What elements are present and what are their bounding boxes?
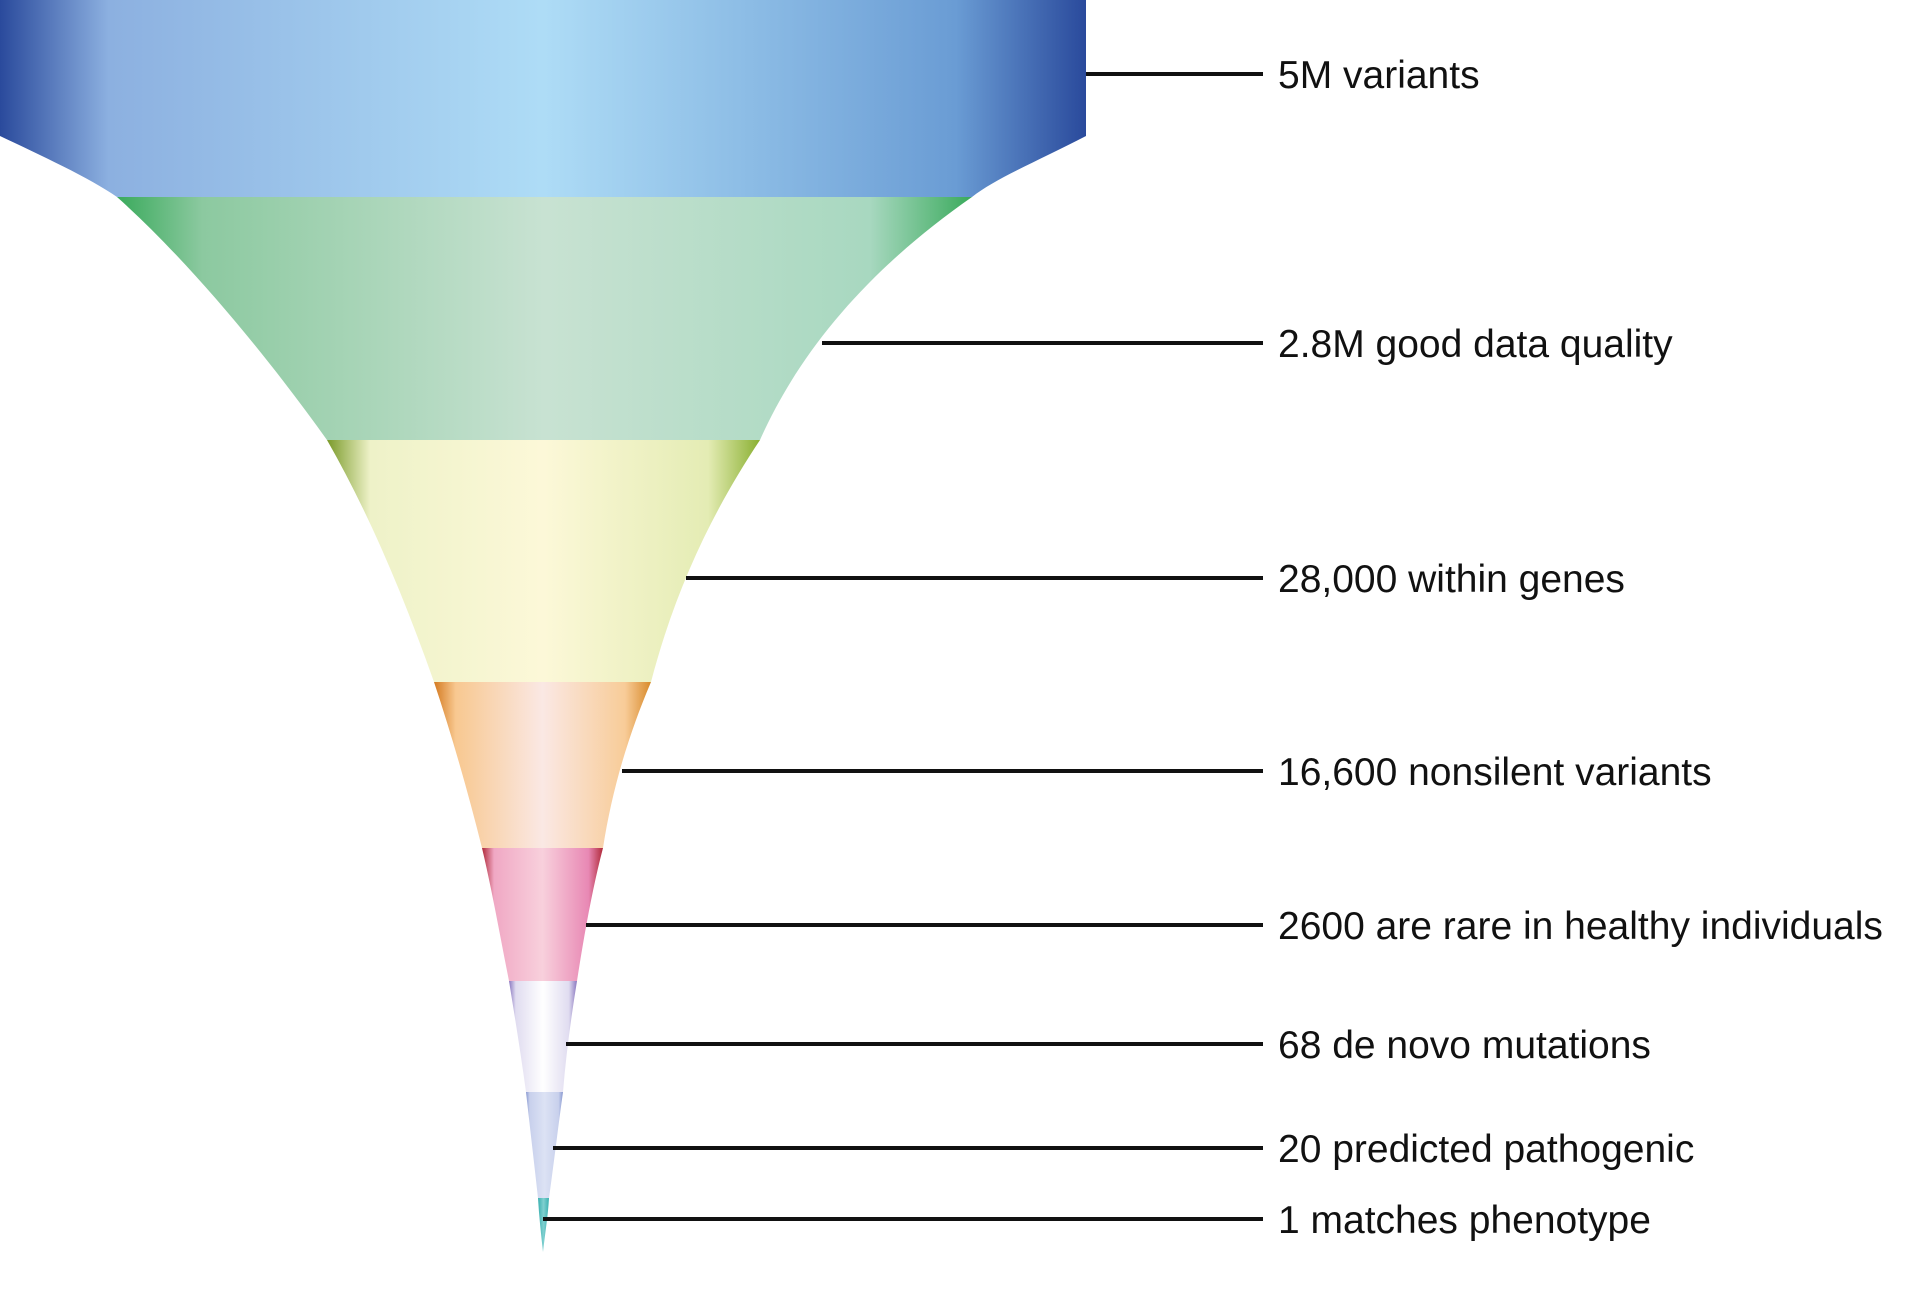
- stage-label-rare-in-healthy: 2600 are rare in healthy individuals: [1278, 905, 1883, 948]
- funnel-band-rare-in-healthy: [482, 848, 603, 981]
- stage-label-5m-variants: 5M variants: [1278, 54, 1480, 97]
- funnel-band-de-novo-mutations: [509, 981, 577, 1092]
- stage-label-matches-phenotype: 1 matches phenotype: [1278, 1199, 1651, 1242]
- funnel-band-nonsilent-variants: [434, 682, 651, 848]
- stage-label-de-novo-mutations: 68 de novo mutations: [1278, 1024, 1651, 1067]
- funnel-band-5m-variants: [0, 0, 1086, 197]
- stage-label-good-data-quality: 2.8M good data quality: [1278, 323, 1673, 366]
- funnel-band-matches-phenotype: [538, 1198, 549, 1252]
- funnel-band-within-genes: [327, 440, 760, 682]
- stage-label-predicted-pathogenic: 20 predicted pathogenic: [1278, 1128, 1694, 1171]
- stage-label-nonsilent-variants: 16,600 nonsilent variants: [1278, 751, 1712, 794]
- stage-label-within-genes: 28,000 within genes: [1278, 558, 1625, 601]
- funnel-band-predicted-pathogenic: [526, 1092, 563, 1198]
- funnel-band-good-data-quality: [117, 197, 972, 440]
